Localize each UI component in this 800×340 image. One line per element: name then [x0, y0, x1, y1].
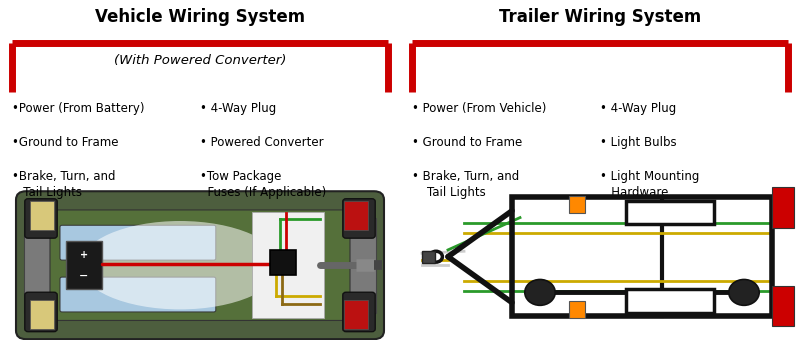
- Text: +: +: [80, 250, 88, 260]
- FancyBboxPatch shape: [343, 292, 375, 332]
- Bar: [252, 212, 324, 318]
- Text: • 4-Way Plug: • 4-Way Plug: [600, 102, 676, 115]
- Bar: [24, 218, 52, 313]
- Text: •Power (From Battery): •Power (From Battery): [12, 102, 145, 115]
- FancyBboxPatch shape: [50, 210, 350, 320]
- Text: • Ground to Frame: • Ground to Frame: [412, 136, 522, 149]
- Bar: [270, 250, 296, 275]
- Bar: [344, 300, 368, 329]
- Bar: [512, 197, 772, 316]
- Text: •Brake, Turn, and
   Tail Lights: •Brake, Turn, and Tail Lights: [12, 170, 115, 199]
- Bar: [772, 187, 794, 228]
- Circle shape: [525, 279, 555, 305]
- Bar: [30, 201, 54, 231]
- Bar: [569, 195, 585, 212]
- Bar: [626, 201, 714, 224]
- Text: Vehicle Wiring System: Vehicle Wiring System: [95, 8, 305, 27]
- FancyBboxPatch shape: [60, 225, 216, 260]
- FancyBboxPatch shape: [25, 292, 58, 332]
- Text: •Ground to Frame: •Ground to Frame: [12, 136, 118, 149]
- Bar: [66, 241, 102, 289]
- FancyBboxPatch shape: [60, 277, 216, 312]
- FancyBboxPatch shape: [343, 199, 375, 238]
- Bar: [344, 201, 368, 231]
- Circle shape: [430, 251, 442, 262]
- FancyBboxPatch shape: [16, 191, 384, 339]
- Text: • Light Mounting
   Hardware: • Light Mounting Hardware: [600, 170, 699, 199]
- Bar: [348, 218, 376, 313]
- Text: Trailer Wiring System: Trailer Wiring System: [499, 8, 701, 27]
- Bar: [772, 286, 794, 326]
- Bar: [422, 251, 435, 263]
- Text: • 4-Way Plug: • 4-Way Plug: [200, 102, 276, 115]
- Ellipse shape: [80, 221, 280, 309]
- Bar: [626, 289, 714, 313]
- Bar: [30, 300, 54, 329]
- FancyBboxPatch shape: [25, 199, 58, 238]
- Text: (With Powered Converter): (With Powered Converter): [114, 54, 286, 67]
- Bar: [569, 301, 585, 318]
- Text: • Light Bulbs: • Light Bulbs: [600, 136, 677, 149]
- Text: • Powered Converter: • Powered Converter: [200, 136, 324, 149]
- Text: • Brake, Turn, and
    Tail Lights: • Brake, Turn, and Tail Lights: [412, 170, 519, 199]
- Text: −: −: [79, 271, 89, 281]
- Text: •Tow Package
  Fuses (If Applicable): •Tow Package Fuses (If Applicable): [200, 170, 326, 199]
- Bar: [512, 197, 772, 316]
- Circle shape: [729, 279, 759, 305]
- Text: • Power (From Vehicle): • Power (From Vehicle): [412, 102, 546, 115]
